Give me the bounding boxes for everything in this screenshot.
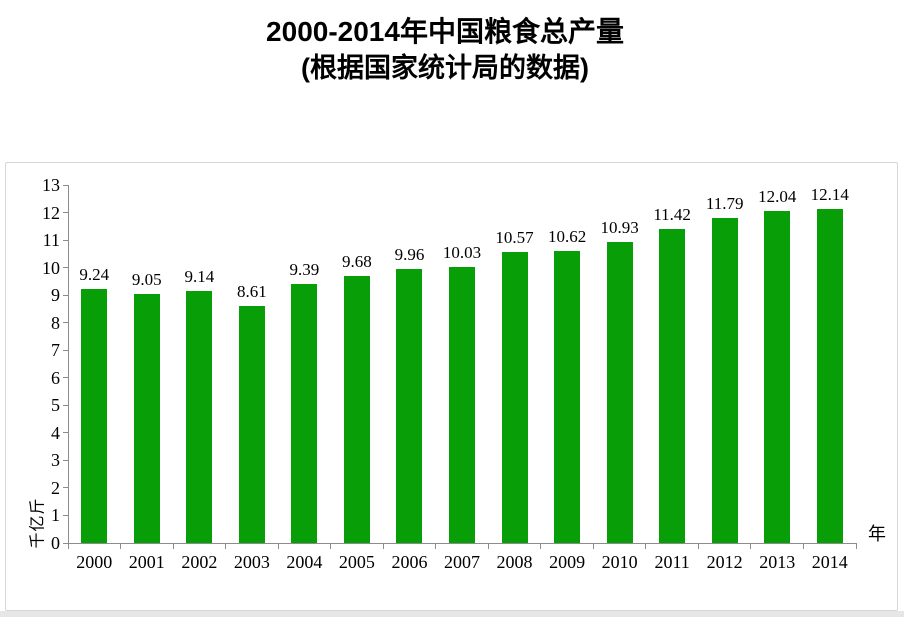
bar xyxy=(81,288,108,543)
bar-value-label: 9.39 xyxy=(289,260,320,280)
bar xyxy=(764,211,791,543)
chart-title-line2: (根据国家统计局的数据) xyxy=(301,53,589,83)
bar xyxy=(816,208,843,543)
bar xyxy=(343,276,370,543)
x-axis-tick xyxy=(382,544,384,549)
y-tick-label: 9 xyxy=(51,285,60,306)
bar-value-label: 12.04 xyxy=(758,187,797,207)
bar-value-label: 9.24 xyxy=(79,264,110,284)
bar xyxy=(606,242,633,543)
x-axis-tick xyxy=(802,544,804,549)
y-tick-label: 0 xyxy=(51,533,60,553)
y-axis-tick xyxy=(63,432,68,434)
x-tick-label: 2013 xyxy=(759,552,796,572)
y-axis-line xyxy=(68,185,69,544)
x-tick-label: 2014 xyxy=(811,552,848,572)
plot-area: 千亿斤 年 0 1 2 3 4 5 6 7 8 9 10 11 12 13 9.24 2000 9.05 2001… xyxy=(6,163,897,610)
x-axis-tick xyxy=(120,544,122,549)
x-axis-tick xyxy=(435,544,437,549)
x-tick-label: 2006 xyxy=(391,552,428,572)
y-tick-label: 4 xyxy=(51,422,60,443)
bar xyxy=(711,218,738,543)
bar-value-label: 11.42 xyxy=(653,204,691,224)
y-axis-tick xyxy=(63,514,68,516)
x-tick-label: 2002 xyxy=(181,552,218,572)
x-axis-tick xyxy=(67,544,69,549)
bar-value-label: 12.14 xyxy=(810,184,849,204)
bar-value-label: 10.03 xyxy=(442,242,482,262)
bar xyxy=(554,250,581,543)
bar-value-label: 9.68 xyxy=(342,252,372,272)
x-tick-label: 2001 xyxy=(128,552,165,572)
x-axis-tick xyxy=(487,544,489,549)
y-axis-tick xyxy=(63,459,68,461)
x-tick-label: 2009 xyxy=(549,552,586,572)
bar xyxy=(449,266,475,543)
x-tick-label: 2004 xyxy=(286,552,323,572)
x-axis-tick xyxy=(172,544,174,549)
y-axis-tick xyxy=(63,404,68,406)
bar-value-label: 10.57 xyxy=(495,227,534,247)
y-axis-tick xyxy=(63,212,68,214)
y-axis-tick xyxy=(63,294,68,296)
bar xyxy=(186,291,213,543)
x-axis-tick xyxy=(697,544,699,549)
x-axis-line xyxy=(68,543,857,544)
bar-value-label: 8.61 xyxy=(236,281,267,301)
y-axis-tick xyxy=(63,487,68,489)
x-tick-label: 2010 xyxy=(601,552,638,572)
bar-value-label: 9.14 xyxy=(184,267,215,287)
bar xyxy=(291,284,318,543)
chart-title: 2000-2014年中国粮食总产量 (根据国家统计局的数据) xyxy=(0,14,890,86)
bar xyxy=(501,251,528,543)
y-tick-label: 7 xyxy=(51,340,60,361)
y-axis-tick xyxy=(63,267,68,269)
x-axis-title: 年 xyxy=(868,524,886,544)
x-axis-tick xyxy=(855,544,857,549)
x-tick-label: 2012 xyxy=(706,552,743,572)
y-tick-label: 2 xyxy=(51,477,60,498)
y-tick-label: 11 xyxy=(42,230,60,251)
x-axis-tick xyxy=(540,544,542,549)
x-axis-tick xyxy=(750,544,752,549)
bar xyxy=(396,268,423,543)
x-axis-tick xyxy=(592,544,594,549)
chart-area: 千亿斤 年 0 1 2 3 4 5 6 7 8 9 10 11 12 13 9.24 2000 9.05 2001… xyxy=(5,162,898,611)
y-tick-label: 1 xyxy=(51,505,60,526)
x-axis-tick xyxy=(645,544,647,549)
y-tick-label: 8 xyxy=(51,312,60,333)
y-tick-label: 12 xyxy=(42,202,60,223)
bar xyxy=(659,228,686,543)
x-tick-label: 2007 xyxy=(443,552,480,572)
x-tick-label: 2005 xyxy=(338,552,375,572)
bar-value-label: 10.93 xyxy=(600,218,639,237)
x-axis-tick xyxy=(330,544,332,549)
x-tick-label: 2003 xyxy=(233,552,270,572)
y-tick-label: 6 xyxy=(51,367,60,388)
y-axis-tick xyxy=(63,322,68,324)
y-axis-tick xyxy=(63,377,68,379)
y-axis-tick xyxy=(63,184,68,186)
x-tick-label: 2008 xyxy=(496,552,533,572)
bar-value-label: 11.79 xyxy=(705,194,744,214)
y-tick-label: 10 xyxy=(42,257,60,278)
bar xyxy=(238,305,265,543)
y-tick-label: 13 xyxy=(42,175,60,195)
x-axis-tick xyxy=(225,544,227,549)
window-edge xyxy=(0,611,904,617)
y-tick-label: 3 xyxy=(51,450,60,471)
x-tick-label: 2011 xyxy=(654,552,690,572)
y-tick-label: 5 xyxy=(51,395,60,416)
bar-value-label: 10.62 xyxy=(547,226,587,246)
chart-title-line1: 2000-2014年中国粮食总产量 xyxy=(266,16,624,47)
y-axis-tick xyxy=(63,239,68,241)
bar xyxy=(133,293,160,543)
x-tick-label: 2000 xyxy=(76,552,113,572)
y-axis-tick xyxy=(63,349,68,351)
bar-value-label: 9.05 xyxy=(131,269,162,289)
y-axis-tick xyxy=(63,542,68,544)
x-axis-tick xyxy=(277,544,279,549)
bar-value-label: 9.96 xyxy=(394,244,425,264)
